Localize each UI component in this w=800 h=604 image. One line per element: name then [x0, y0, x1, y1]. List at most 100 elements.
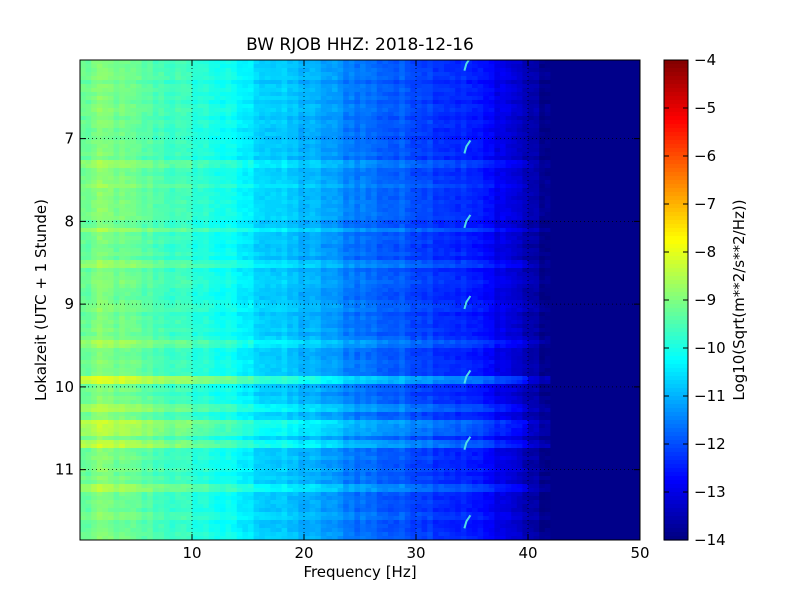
heatmap-cell [388, 200, 395, 205]
heatmap-cell [169, 204, 176, 209]
heatmap-cell [584, 108, 591, 113]
heatmap-cell [85, 244, 92, 249]
heatmap-cell [158, 232, 165, 237]
heatmap-cell [623, 152, 630, 157]
heatmap-cell [85, 252, 92, 257]
heatmap-cell [561, 228, 568, 233]
heatmap-cell [214, 232, 221, 237]
heatmap-cell [556, 164, 563, 169]
heatmap-cell [416, 160, 423, 165]
heatmap-cell [578, 60, 585, 65]
heatmap-cell [124, 84, 131, 89]
heatmap-cell [595, 76, 602, 81]
heatmap-cell [253, 252, 260, 257]
heatmap-cell [533, 220, 540, 225]
heatmap-cell [136, 144, 143, 149]
heatmap-cell [236, 132, 243, 137]
heatmap-cell [550, 132, 557, 137]
heatmap-cell [236, 192, 243, 197]
heatmap-cell [287, 136, 294, 141]
heatmap-cell [494, 232, 501, 237]
heatmap-cell [528, 88, 535, 93]
heatmap-cell [85, 120, 92, 125]
heatmap-cell [108, 180, 115, 185]
heatmap-cell [533, 200, 540, 205]
heatmap-cell [628, 112, 635, 117]
heatmap-cell [242, 64, 249, 69]
heatmap-cell [404, 72, 411, 77]
heatmap-cell [124, 140, 131, 145]
heatmap-cell [231, 120, 238, 125]
heatmap-cell [124, 80, 131, 85]
heatmap-cell [561, 224, 568, 229]
heatmap-cell [164, 216, 171, 221]
heatmap-cell [264, 148, 271, 153]
heatmap-cell [432, 108, 439, 113]
heatmap-cell [270, 164, 277, 169]
heatmap-cell [528, 176, 535, 181]
heatmap-cell [522, 196, 529, 201]
heatmap-cell [438, 240, 445, 245]
heatmap-cell [595, 164, 602, 169]
heatmap-cell [600, 124, 607, 129]
heatmap-cell [354, 248, 361, 253]
heatmap-cell [539, 60, 546, 65]
heatmap-cell [186, 64, 193, 69]
heatmap-cell [248, 64, 255, 69]
heatmap-cell [343, 228, 350, 233]
heatmap-cell [348, 68, 355, 73]
heatmap-cell [455, 252, 462, 257]
heatmap-cell [528, 68, 535, 73]
heatmap-cell [102, 92, 109, 97]
heatmap-cell [460, 108, 467, 113]
heatmap-cell [505, 252, 512, 257]
heatmap-cell [539, 208, 546, 213]
heatmap-cell [522, 136, 529, 141]
heatmap-cell [533, 112, 540, 117]
heatmap-cell [455, 220, 462, 225]
heatmap-cell [287, 212, 294, 217]
heatmap-cell [80, 164, 87, 169]
heatmap-cell [600, 140, 607, 145]
heatmap-cell [326, 204, 333, 209]
heatmap-cell [130, 216, 137, 221]
heatmap-cell [169, 132, 176, 137]
heatmap-cell [208, 92, 215, 97]
heatmap-cell [85, 228, 92, 233]
heatmap-cell [595, 188, 602, 193]
heatmap-cell [108, 252, 115, 257]
heatmap-cell [231, 128, 238, 133]
heatmap-cell [113, 220, 120, 225]
heatmap-cell [309, 100, 316, 105]
heatmap-cell [332, 228, 339, 233]
heatmap-cell [85, 216, 92, 221]
heatmap-cell [309, 72, 316, 77]
heatmap-cell [320, 116, 327, 121]
heatmap-cell [292, 152, 299, 157]
heatmap-cell [477, 148, 484, 153]
heatmap-cell [108, 224, 115, 229]
heatmap-cell [544, 180, 551, 185]
heatmap-cell [421, 76, 428, 81]
heatmap-cell [572, 200, 579, 205]
heatmap-cell [567, 128, 574, 133]
heatmap-cell [472, 172, 479, 177]
heatmap-cell [147, 240, 154, 245]
heatmap-cell [147, 200, 154, 205]
heatmap-cell [556, 144, 563, 149]
heatmap-cell [416, 140, 423, 145]
heatmap-cell [550, 172, 557, 177]
heatmap-cell [281, 76, 288, 81]
heatmap-cell [600, 68, 607, 73]
heatmap-cell [320, 180, 327, 185]
heatmap-cell [225, 120, 232, 125]
heatmap-cell [192, 100, 199, 105]
heatmap-cell [192, 232, 199, 237]
heatmap-cell [522, 132, 529, 137]
heatmap-cell [197, 228, 204, 233]
heatmap-cell [544, 84, 551, 89]
heatmap-cell [589, 104, 596, 109]
heatmap-cell [281, 128, 288, 133]
heatmap-cell [337, 216, 344, 221]
heatmap-cell [287, 172, 294, 177]
